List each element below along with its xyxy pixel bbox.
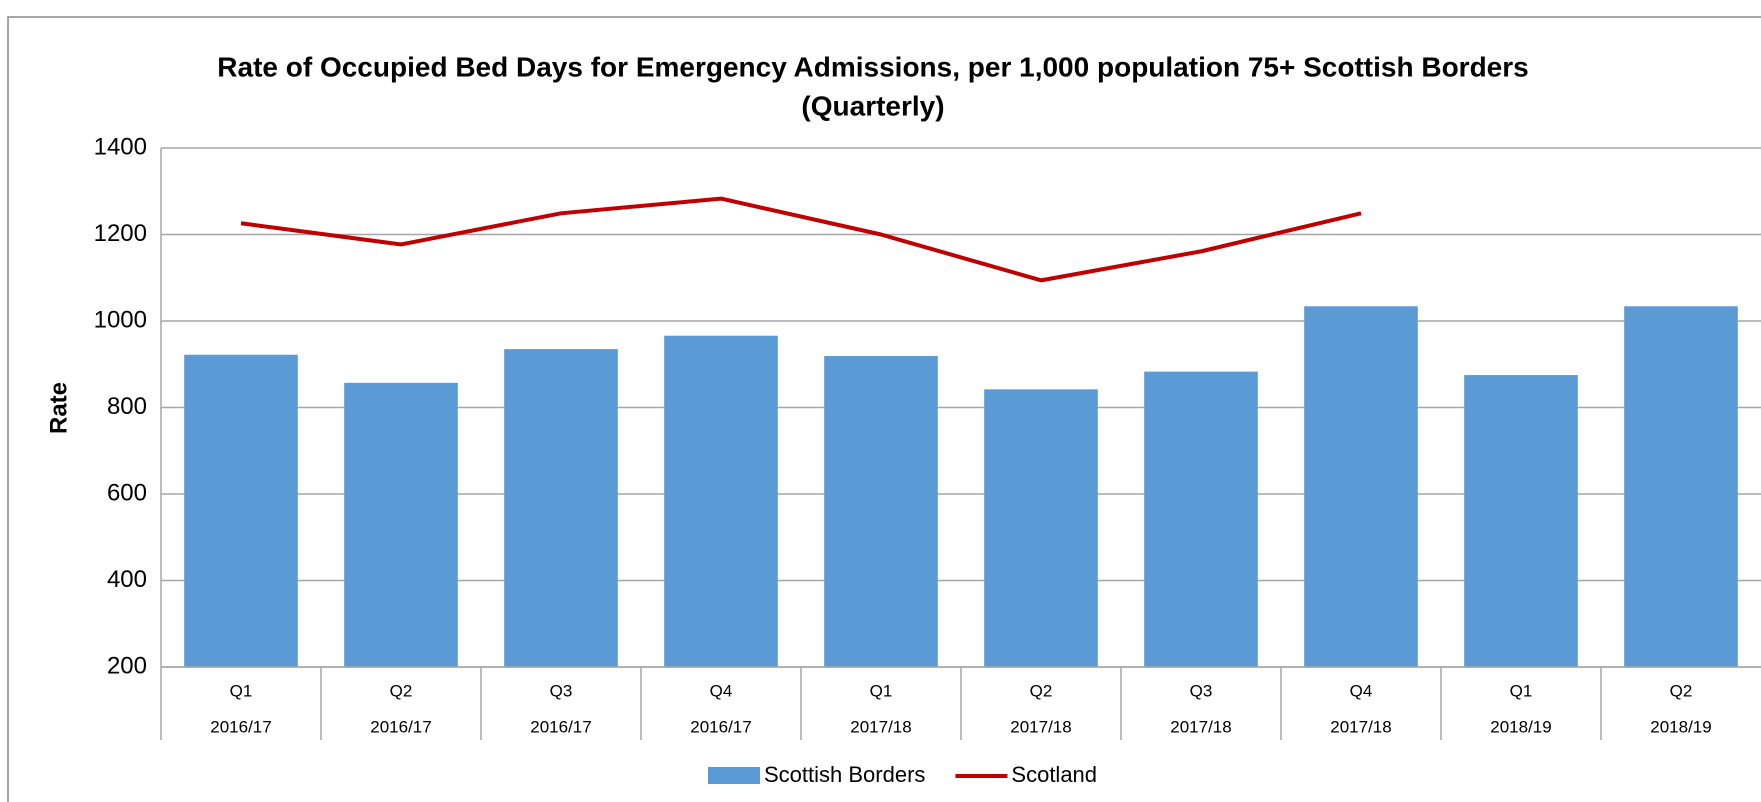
x-tick-label: 2016/17 xyxy=(210,717,271,736)
bar xyxy=(344,382,458,667)
y-tick-label: 800 xyxy=(107,393,147,420)
bar xyxy=(1144,371,1258,667)
legend-swatch xyxy=(708,767,760,784)
y-tick-label: 1000 xyxy=(94,306,147,333)
y-tick-label: 200 xyxy=(107,652,147,679)
chart-title: Rate of Occupied Bed Days for Emergency … xyxy=(217,51,1528,82)
x-tick-label: Q1 xyxy=(870,681,893,700)
bar xyxy=(504,349,618,667)
x-tick-label: Q2 xyxy=(390,681,413,700)
x-tick-label: 2017/18 xyxy=(850,717,911,736)
legend-label: Scotland xyxy=(1011,762,1097,787)
legend-label: Scottish Borders xyxy=(764,762,925,787)
bar xyxy=(184,354,298,667)
x-tick-label: 2016/17 xyxy=(370,717,431,736)
bar xyxy=(1464,375,1578,667)
x-tick-label: Q4 xyxy=(710,681,733,700)
bar xyxy=(664,335,778,667)
bar xyxy=(1304,306,1418,667)
x-tick-label: Q1 xyxy=(1510,681,1533,700)
y-axis-label: Rate xyxy=(45,382,72,434)
bar xyxy=(984,389,1098,667)
x-tick-label: Q2 xyxy=(1030,681,1053,700)
x-tick-label: 2016/17 xyxy=(530,717,591,736)
x-tick-label: Q1 xyxy=(230,681,253,700)
y-tick-label: 600 xyxy=(107,479,147,506)
x-tick-label: 2016/17 xyxy=(690,717,751,736)
x-tick-label: Q3 xyxy=(1190,681,1213,700)
x-tick-label: 2017/18 xyxy=(1170,717,1231,736)
line xyxy=(240,196,1362,283)
y-tick-label: 1200 xyxy=(94,220,147,247)
x-tick-label: 2017/18 xyxy=(1010,717,1071,736)
x-tick-label: 2017/18 xyxy=(1330,717,1391,736)
y-tick-label: 1400 xyxy=(94,133,147,160)
x-tick-label: Q4 xyxy=(1350,681,1373,700)
x-tick-label: Q3 xyxy=(550,681,573,700)
bar xyxy=(824,356,938,667)
x-tick-label: Q2 xyxy=(1670,681,1693,700)
chart-title: (Quarterly) xyxy=(801,90,944,121)
x-tick-label: 2018/19 xyxy=(1650,717,1711,736)
x-tick-label: 2018/19 xyxy=(1490,717,1551,736)
y-tick-label: 400 xyxy=(107,566,147,593)
bar xyxy=(1624,306,1738,667)
